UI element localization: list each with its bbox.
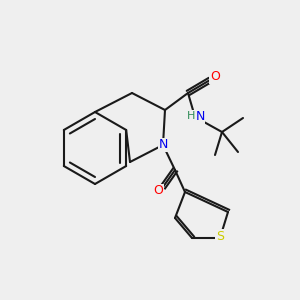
Text: S: S bbox=[216, 230, 224, 242]
Text: N: N bbox=[195, 110, 205, 124]
Text: H: H bbox=[187, 111, 195, 121]
Text: O: O bbox=[210, 70, 220, 83]
Text: N: N bbox=[158, 139, 168, 152]
Text: O: O bbox=[153, 184, 163, 197]
